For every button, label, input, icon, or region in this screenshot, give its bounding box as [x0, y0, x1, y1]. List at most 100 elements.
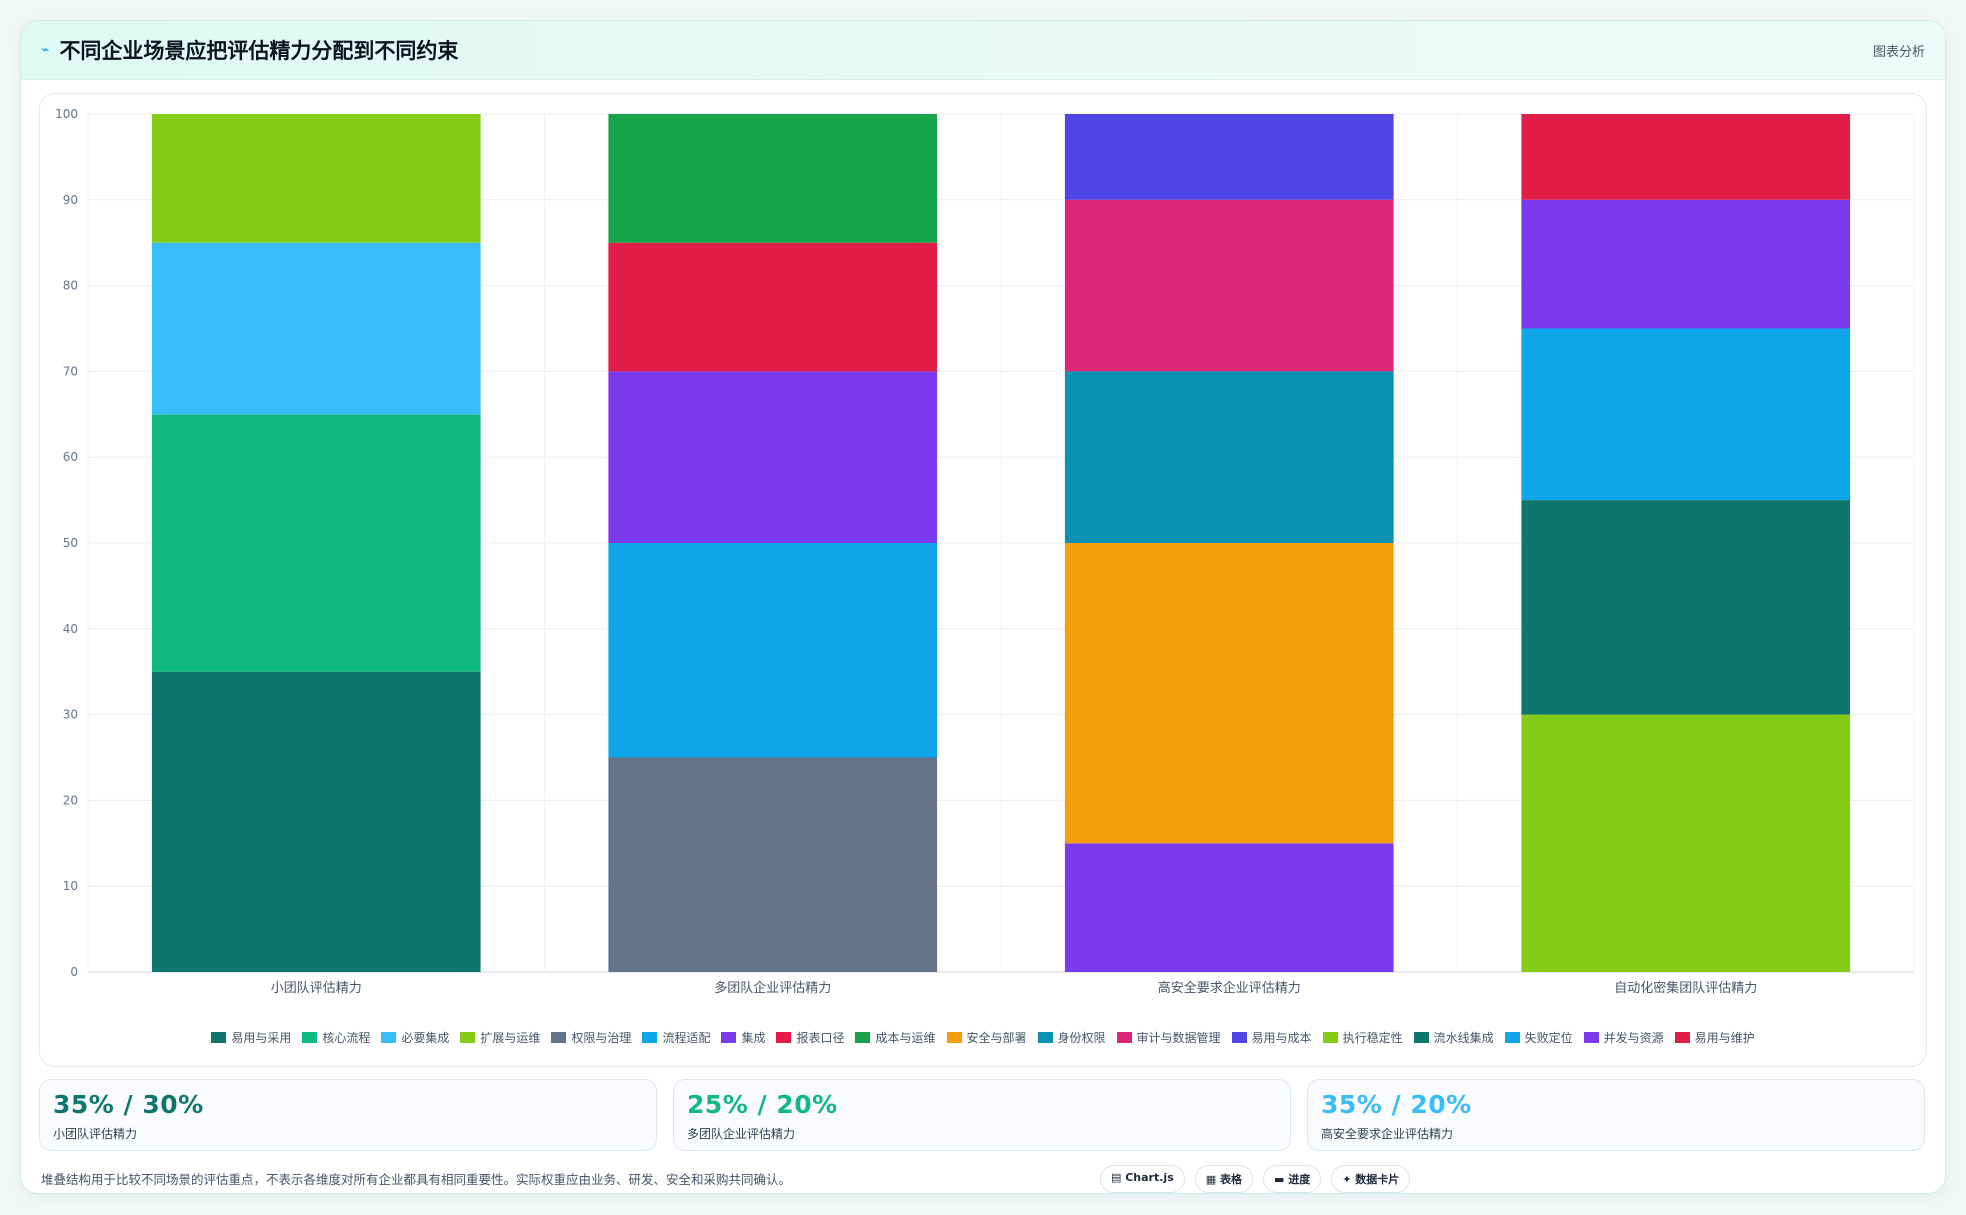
- legend-label: 核心流程: [322, 1031, 371, 1045]
- chart-card: ⌁ 不同企业场景应把评估精力分配到不同约束 图表分析 0 10 20 30 40 50 60…: [20, 20, 1946, 1194]
- kpi-value: 25% / 20%: [687, 1090, 838, 1119]
- legend-label: 并发与资源: [1603, 1031, 1664, 1045]
- card-icon: ✦: [1342, 1173, 1356, 1186]
- legend-item[interactable]: 核心流程: [302, 1029, 370, 1046]
- legend-label: 审计与数据管理: [1136, 1031, 1221, 1045]
- bar-segment: [1064, 371, 1394, 543]
- legend-swatch: [946, 1032, 962, 1043]
- legend-swatch: [1583, 1032, 1599, 1043]
- legend-swatch: [721, 1032, 737, 1043]
- legend-item[interactable]: 易用与维护: [1674, 1029, 1755, 1046]
- title-group: ⌁ 不同企业场景应把评估精力分配到不同约束: [41, 35, 458, 65]
- legend-item[interactable]: 流水线集成: [1413, 1029, 1494, 1046]
- bar-segment: [1064, 543, 1394, 844]
- legend-swatch: [302, 1032, 318, 1043]
- y-tick-label: 50: [63, 536, 78, 550]
- bar-segment: [1064, 843, 1394, 972]
- bar-segment: [1064, 199, 1394, 372]
- y-tick-label: 40: [63, 622, 78, 636]
- legend-label: 易用与维护: [1694, 1031, 1755, 1045]
- bar-segment: [1521, 328, 1851, 501]
- legend-swatch: [1037, 1032, 1053, 1043]
- legend-swatch: [1674, 1032, 1690, 1043]
- y-tick-label: 80: [63, 279, 78, 293]
- y-tick-label: 10: [63, 879, 78, 893]
- card-header: ⌁ 不同企业场景应把评估精力分配到不同约束 图表分析: [21, 21, 1945, 80]
- table-icon: ▦: [1205, 1173, 1220, 1186]
- y-tick-label: 70: [63, 364, 78, 378]
- legend-item[interactable]: 扩展与运维: [460, 1029, 540, 1046]
- chart-js-chip[interactable]: ▤ Chart.js: [1100, 1165, 1185, 1193]
- legend-swatch: [381, 1032, 397, 1043]
- bar-segment: [608, 757, 938, 972]
- legend-label: 扩展与运维: [480, 1031, 541, 1045]
- legend-swatch: [642, 1032, 658, 1043]
- legend-item[interactable]: 报表口径: [776, 1029, 844, 1046]
- legend-item[interactable]: 必要集成: [381, 1029, 449, 1046]
- legend-item[interactable]: 安全与部署: [946, 1029, 1027, 1046]
- legend-item[interactable]: 成本与运维: [855, 1029, 936, 1046]
- legend-swatch: [1504, 1032, 1520, 1043]
- kpi-label: 多团队企业评估精力: [687, 1127, 796, 1141]
- legend-swatch: [1322, 1032, 1338, 1043]
- bar-segment: [151, 242, 481, 415]
- legend-item[interactable]: 集成: [721, 1029, 765, 1046]
- legend-swatch: [1116, 1032, 1132, 1043]
- kpi-card-small-team: 35% / 30% 小团队评估精力: [39, 1079, 657, 1151]
- kpi-label: 小团队评估精力: [53, 1127, 138, 1141]
- legend-label: 权限与治理: [571, 1031, 632, 1045]
- x-tick-label: 多团队企业评估精力: [714, 980, 831, 996]
- page-title: 不同企业场景应把评估精力分配到不同约束: [59, 39, 459, 63]
- stacked-bar-chart: 0 10 20 30 40 50 60 70 80 90 100 小团队评估精力 多团队企业评估精力 高安…: [55, 107, 1915, 996]
- legend-label: 必要集成: [401, 1031, 450, 1045]
- x-tick-label: 自动化密集团队评估精力: [1614, 980, 1757, 996]
- legend-swatch: [460, 1032, 476, 1043]
- legend-label: 易用与成本: [1251, 1031, 1312, 1045]
- legend-label: 流程适配: [662, 1031, 711, 1045]
- legend-label: 失败定位: [1524, 1031, 1573, 1045]
- kpi-card-high-security: 35% / 20% 高安全要求企业评估精力: [1307, 1079, 1925, 1151]
- bar-segment: [1521, 500, 1851, 715]
- bar-segment: [1521, 714, 1851, 972]
- legend-swatch: [551, 1032, 567, 1043]
- y-tick-label: 100: [55, 107, 78, 121]
- legend-item[interactable]: 流程适配: [642, 1029, 710, 1046]
- legend-label: 成本与运维: [875, 1031, 936, 1045]
- bar-segment: [151, 114, 481, 243]
- y-tick-label: 90: [63, 193, 78, 207]
- y-tick-label: 30: [63, 708, 78, 722]
- chart-icon: ▤: [1111, 1171, 1126, 1184]
- progress-chip[interactable]: ▬ 进度: [1262, 1165, 1322, 1193]
- bar-segment: [608, 242, 938, 372]
- legend-swatch: [1413, 1032, 1429, 1043]
- chart-line-icon: ⌁: [41, 42, 50, 58]
- legend-item[interactable]: 失败定位: [1504, 1029, 1573, 1046]
- kpi-value: 35% / 20%: [1321, 1090, 1472, 1119]
- legend-swatch: [776, 1032, 792, 1043]
- y-tick-label: 60: [63, 450, 78, 464]
- legend-item[interactable]: 易用与成本: [1231, 1029, 1312, 1046]
- kpi-value: 35% / 30%: [53, 1090, 204, 1119]
- progress-icon: ▬: [1273, 1173, 1289, 1186]
- y-tick-label: 0: [70, 965, 78, 979]
- chart-analysis-link[interactable]: 图表分析: [1872, 44, 1925, 60]
- bar-segment: [608, 543, 938, 758]
- tech-chips: ▤ Chart.js ▦ 表格 ▬ 进度 ✦ 数据卡片: [1100, 1165, 1411, 1193]
- table-chip[interactable]: ▦ 表格: [1194, 1165, 1253, 1193]
- legend-item[interactable]: 审计与数据管理: [1116, 1029, 1221, 1046]
- legend-label: 报表口径: [796, 1031, 845, 1045]
- legend-item[interactable]: 身份权限: [1037, 1029, 1106, 1046]
- kpi-label: 高安全要求企业评估精力: [1321, 1127, 1454, 1141]
- legend-swatch: [211, 1032, 227, 1043]
- x-tick-label: 高安全要求企业评估精力: [1158, 980, 1301, 996]
- bar-segment: [1521, 114, 1851, 200]
- legend-item[interactable]: 执行稳定性: [1322, 1029, 1403, 1046]
- legend-item[interactable]: 并发与资源: [1583, 1029, 1664, 1046]
- chart-panel: 0 10 20 30 40 50 60 70 80 90 100 小团队评估精力 多团队企业评估精力 高安…: [39, 93, 1927, 1067]
- legend-swatch: [855, 1032, 871, 1043]
- data-card-chip[interactable]: ✦ 数据卡片: [1331, 1165, 1411, 1193]
- footer-note: 堆叠结构用于比较不同场景的评估重点，不表示各维度对所有企业都具有相同重要性。实际…: [41, 1172, 792, 1187]
- kpi-card-multi-team: 25% / 20% 多团队企业评估精力: [673, 1079, 1291, 1151]
- legend-item[interactable]: 权限与治理: [551, 1029, 631, 1046]
- legend-item[interactable]: 易用与采用: [211, 1029, 291, 1046]
